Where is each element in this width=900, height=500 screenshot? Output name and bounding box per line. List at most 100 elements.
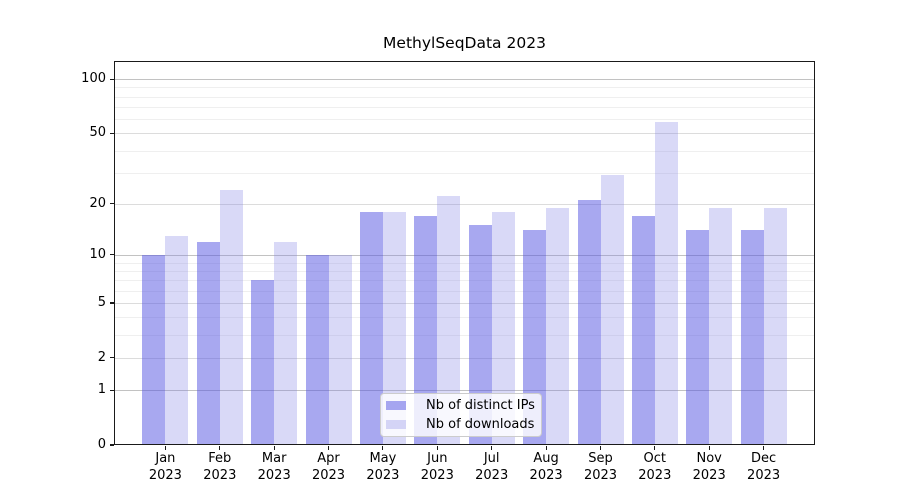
x-tick-label-feb: Feb 2023 (192, 451, 248, 484)
bar-downloads-oct (654, 121, 678, 445)
gridline-2 (114, 357, 815, 359)
x-tick-mark (273, 446, 275, 450)
bar-downloads-may (382, 211, 406, 445)
x-tick-year: 2023 (475, 467, 509, 483)
bar-distinct-ips-nov (686, 230, 710, 445)
x-tick-label-mar: Mar 2023 (246, 451, 302, 484)
x-tick-label-jul: Jul 2023 (464, 451, 520, 484)
x-tick-mark (436, 446, 438, 450)
bar-distinct-ips-jan (142, 254, 166, 445)
legend-label-downloads: Nb of downloads (426, 417, 535, 432)
y-tick-mark (109, 389, 114, 391)
chart-title: MethylSeqData 2023 (383, 34, 546, 52)
x-tick-year: 2023 (257, 467, 291, 483)
x-tick-label-nov: Nov 2023 (681, 451, 737, 484)
bar-distinct-ips-oct (631, 215, 655, 445)
gridline-minor (114, 96, 815, 98)
x-tick-label-aug: Aug 2023 (518, 451, 574, 484)
bar-distinct-ips-feb (196, 241, 220, 445)
x-tick-year: 2023 (148, 467, 182, 483)
gridline-minor (114, 87, 815, 89)
y-tick-mark (109, 78, 114, 80)
x-tick-year: 2023 (529, 467, 563, 483)
y-tick-mark (109, 444, 114, 446)
x-tick-year: 2023 (311, 467, 346, 483)
gridline-10 (114, 254, 815, 256)
x-tick-mark (164, 446, 166, 450)
gridline-minor (114, 280, 815, 282)
bar-downloads-feb (219, 189, 243, 445)
gridline-50 (114, 133, 815, 135)
bar-distinct-ips-apr (305, 254, 329, 445)
legend-item-downloads: Nb of downloads (386, 417, 541, 432)
x-tick-month: Mar (261, 451, 287, 466)
bar-downloads-dec (763, 207, 787, 445)
x-tick-month: Oct (643, 451, 667, 466)
x-tick-year: 2023 (638, 467, 672, 483)
legend: Nb of distinct IPs Nb of downloads (380, 393, 542, 437)
bar-distinct-ips-jul (468, 225, 492, 445)
x-tick-month: May (369, 451, 397, 466)
legend-label-distinct-ips: Nb of distinct IPs (426, 398, 535, 413)
gridline-minor (114, 172, 815, 174)
gridline-minor (114, 107, 815, 109)
bar-downloads-jul (491, 211, 515, 445)
bar-downloads-jan (165, 235, 189, 445)
y-tick-label-5: 5 (97, 295, 106, 310)
gridline-100 (114, 79, 815, 81)
bar-downloads-mar (274, 241, 298, 445)
x-tick-label-oct: Oct 2023 (627, 451, 683, 484)
bar-distinct-ips-mar (251, 280, 275, 445)
bar-downloads-aug (546, 207, 570, 445)
x-tick-mark (545, 446, 547, 450)
x-tick-month: Sep (588, 451, 613, 466)
gridline-minor (114, 262, 815, 264)
y-tick-label-2: 2 (97, 349, 106, 365)
bar-distinct-ips-sep (577, 200, 601, 445)
y-tick-mark (109, 302, 114, 304)
gridline-1 (114, 390, 815, 392)
x-tick-label-sep: Sep 2023 (573, 451, 629, 484)
x-tick-label-jun: Jun 2023 (409, 451, 465, 484)
y-tick-mark (109, 203, 114, 205)
bar-distinct-ips-may (359, 211, 383, 445)
y-tick-label-10: 10 (89, 246, 106, 262)
y-tick-label-0: 0 (97, 437, 106, 452)
x-tick-mark (763, 446, 765, 450)
y-tick-label-1: 1 (97, 382, 106, 398)
gridline-minor (114, 290, 815, 292)
gridline-minor (114, 119, 815, 121)
gridline-minor (114, 335, 815, 337)
x-tick-month: Jan (155, 451, 176, 466)
y-tick-label-100: 100 (81, 71, 106, 87)
x-tick-month: Aug (533, 451, 559, 466)
legend-item-distinct-ips: Nb of distinct IPs (386, 398, 541, 413)
legend-swatch-downloads (386, 419, 406, 430)
x-tick-month: Nov (696, 451, 722, 466)
y-tick-mark (109, 132, 114, 134)
x-tick-label-dec: Dec 2023 (736, 451, 792, 484)
x-tick-label-jan: Jan 2023 (137, 451, 193, 484)
bar-downloads-jun (437, 196, 461, 445)
x-tick-mark (219, 446, 221, 450)
bar-distinct-ips-aug (523, 230, 547, 445)
x-tick-year: 2023 (203, 467, 237, 483)
x-tick-mark (382, 446, 384, 450)
gridline-minor (114, 270, 815, 272)
bar-downloads-sep (600, 175, 624, 445)
bar-distinct-ips-dec (740, 230, 764, 445)
x-tick-year: 2023 (583, 467, 618, 483)
x-tick-year: 2023 (692, 467, 726, 483)
x-tick-label-apr: Apr 2023 (301, 451, 357, 484)
y-tick-label-20: 20 (89, 195, 106, 211)
gridline-20 (114, 203, 815, 205)
gridline-5 (114, 303, 815, 304)
x-tick-mark (708, 446, 710, 450)
x-tick-year: 2023 (366, 467, 400, 483)
x-tick-mark (491, 446, 493, 450)
x-tick-month: Dec (751, 451, 777, 466)
bar-downloads-nov (709, 207, 733, 445)
x-tick-year: 2023 (420, 467, 454, 483)
y-tick-mark (109, 254, 114, 256)
